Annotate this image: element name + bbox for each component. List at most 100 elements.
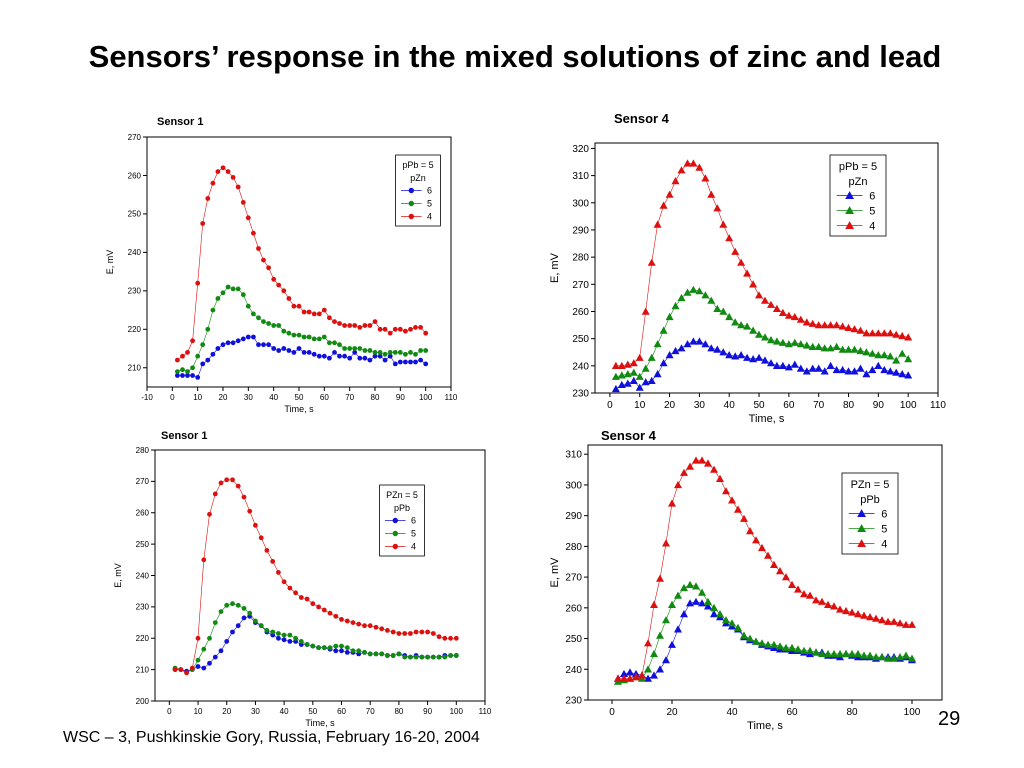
- data-point: [281, 288, 287, 294]
- data-point: [884, 617, 892, 625]
- data-point: [868, 329, 877, 337]
- data-point: [235, 483, 241, 489]
- data-point: [755, 353, 763, 361]
- data-point: [287, 585, 293, 591]
- data-point: [620, 669, 628, 678]
- data-point: [713, 304, 722, 312]
- data-point: [812, 648, 820, 656]
- data-point: [321, 607, 327, 613]
- data-point: [647, 353, 656, 361]
- y-axis-label: E, mV: [549, 252, 561, 283]
- data-point: [653, 340, 662, 348]
- chart-title: Sensor 1: [161, 430, 207, 442]
- data-point: [215, 346, 221, 351]
- data-point: [644, 665, 652, 673]
- data-point: [764, 640, 772, 648]
- data-point: [728, 496, 736, 504]
- data-point: [668, 499, 676, 507]
- y-tick-label: 230: [565, 696, 582, 707]
- data-point: [772, 304, 781, 312]
- data-point: [382, 357, 388, 363]
- data-point: [296, 303, 302, 309]
- data-point: [794, 645, 802, 653]
- data-point: [212, 654, 218, 660]
- data-point: [710, 610, 718, 618]
- data-point: [287, 632, 293, 638]
- data-point: [413, 654, 419, 660]
- data-point: [396, 651, 402, 657]
- data-point: [826, 344, 835, 352]
- data-point: [418, 325, 423, 330]
- data-point: [776, 567, 784, 575]
- data-point: [719, 220, 728, 228]
- data-point: [689, 337, 698, 345]
- data-point: [304, 642, 310, 647]
- data-point: [195, 635, 201, 641]
- data-point: [790, 312, 799, 321]
- legend-label: 4: [881, 539, 887, 551]
- data-point: [838, 365, 847, 374]
- data-point: [205, 357, 211, 363]
- x-tick-label: 20: [222, 707, 231, 716]
- x-tick-label: 80: [394, 707, 403, 716]
- series-line: [177, 286, 426, 372]
- y-tick-label: 280: [136, 446, 150, 455]
- data-point: [344, 618, 350, 624]
- data-point: [725, 351, 734, 359]
- data-point: [352, 323, 358, 328]
- data-point: [276, 631, 281, 636]
- data-point: [692, 582, 700, 590]
- data-point: [352, 350, 358, 355]
- data-point: [896, 653, 904, 661]
- data-point: [189, 665, 195, 671]
- data-point: [373, 624, 379, 630]
- data-point: [743, 269, 752, 277]
- data-point: [212, 491, 218, 497]
- data-point: [782, 573, 790, 581]
- data-point: [298, 639, 304, 644]
- data-point: [397, 350, 403, 355]
- x-tick-label: 70: [345, 393, 354, 402]
- data-point: [310, 601, 316, 607]
- data-point: [362, 623, 367, 629]
- data-point: [418, 348, 423, 353]
- data-point: [286, 330, 292, 336]
- data-point: [333, 648, 339, 654]
- data-point: [856, 326, 865, 334]
- data-point: [892, 330, 901, 338]
- data-point: [327, 645, 333, 651]
- data-point: [286, 296, 292, 301]
- data-point: [261, 257, 266, 263]
- data-point: [638, 671, 646, 679]
- data-point: [362, 650, 367, 655]
- data-point: [623, 360, 632, 368]
- data-point: [258, 535, 264, 541]
- data-point: [235, 602, 241, 608]
- data-point: [767, 336, 775, 344]
- y-tick-label: 230: [572, 389, 589, 400]
- data-point: [256, 246, 261, 251]
- data-point: [665, 312, 674, 321]
- data-point: [707, 296, 716, 304]
- x-tick-label: 40: [726, 707, 738, 718]
- x-tick-label: 80: [843, 400, 855, 411]
- y-axis-label: E, mV: [113, 563, 123, 588]
- data-point: [623, 379, 632, 387]
- data-point: [842, 649, 850, 658]
- data-point: [872, 653, 880, 661]
- series-line: [617, 601, 913, 679]
- data-point: [230, 286, 236, 292]
- x-tick-label: 30: [244, 393, 253, 402]
- data-point: [731, 352, 740, 360]
- data-point: [316, 311, 322, 317]
- data-point: [806, 591, 814, 599]
- y-tick-label: 240: [136, 571, 150, 580]
- x-tick-label: 100: [900, 400, 917, 411]
- data-point: [683, 159, 692, 167]
- x-tick-label: 100: [450, 707, 464, 716]
- data-point: [862, 329, 871, 337]
- data-point: [241, 606, 247, 611]
- data-point: [408, 631, 413, 636]
- series-line: [177, 167, 426, 361]
- data-point: [904, 333, 913, 341]
